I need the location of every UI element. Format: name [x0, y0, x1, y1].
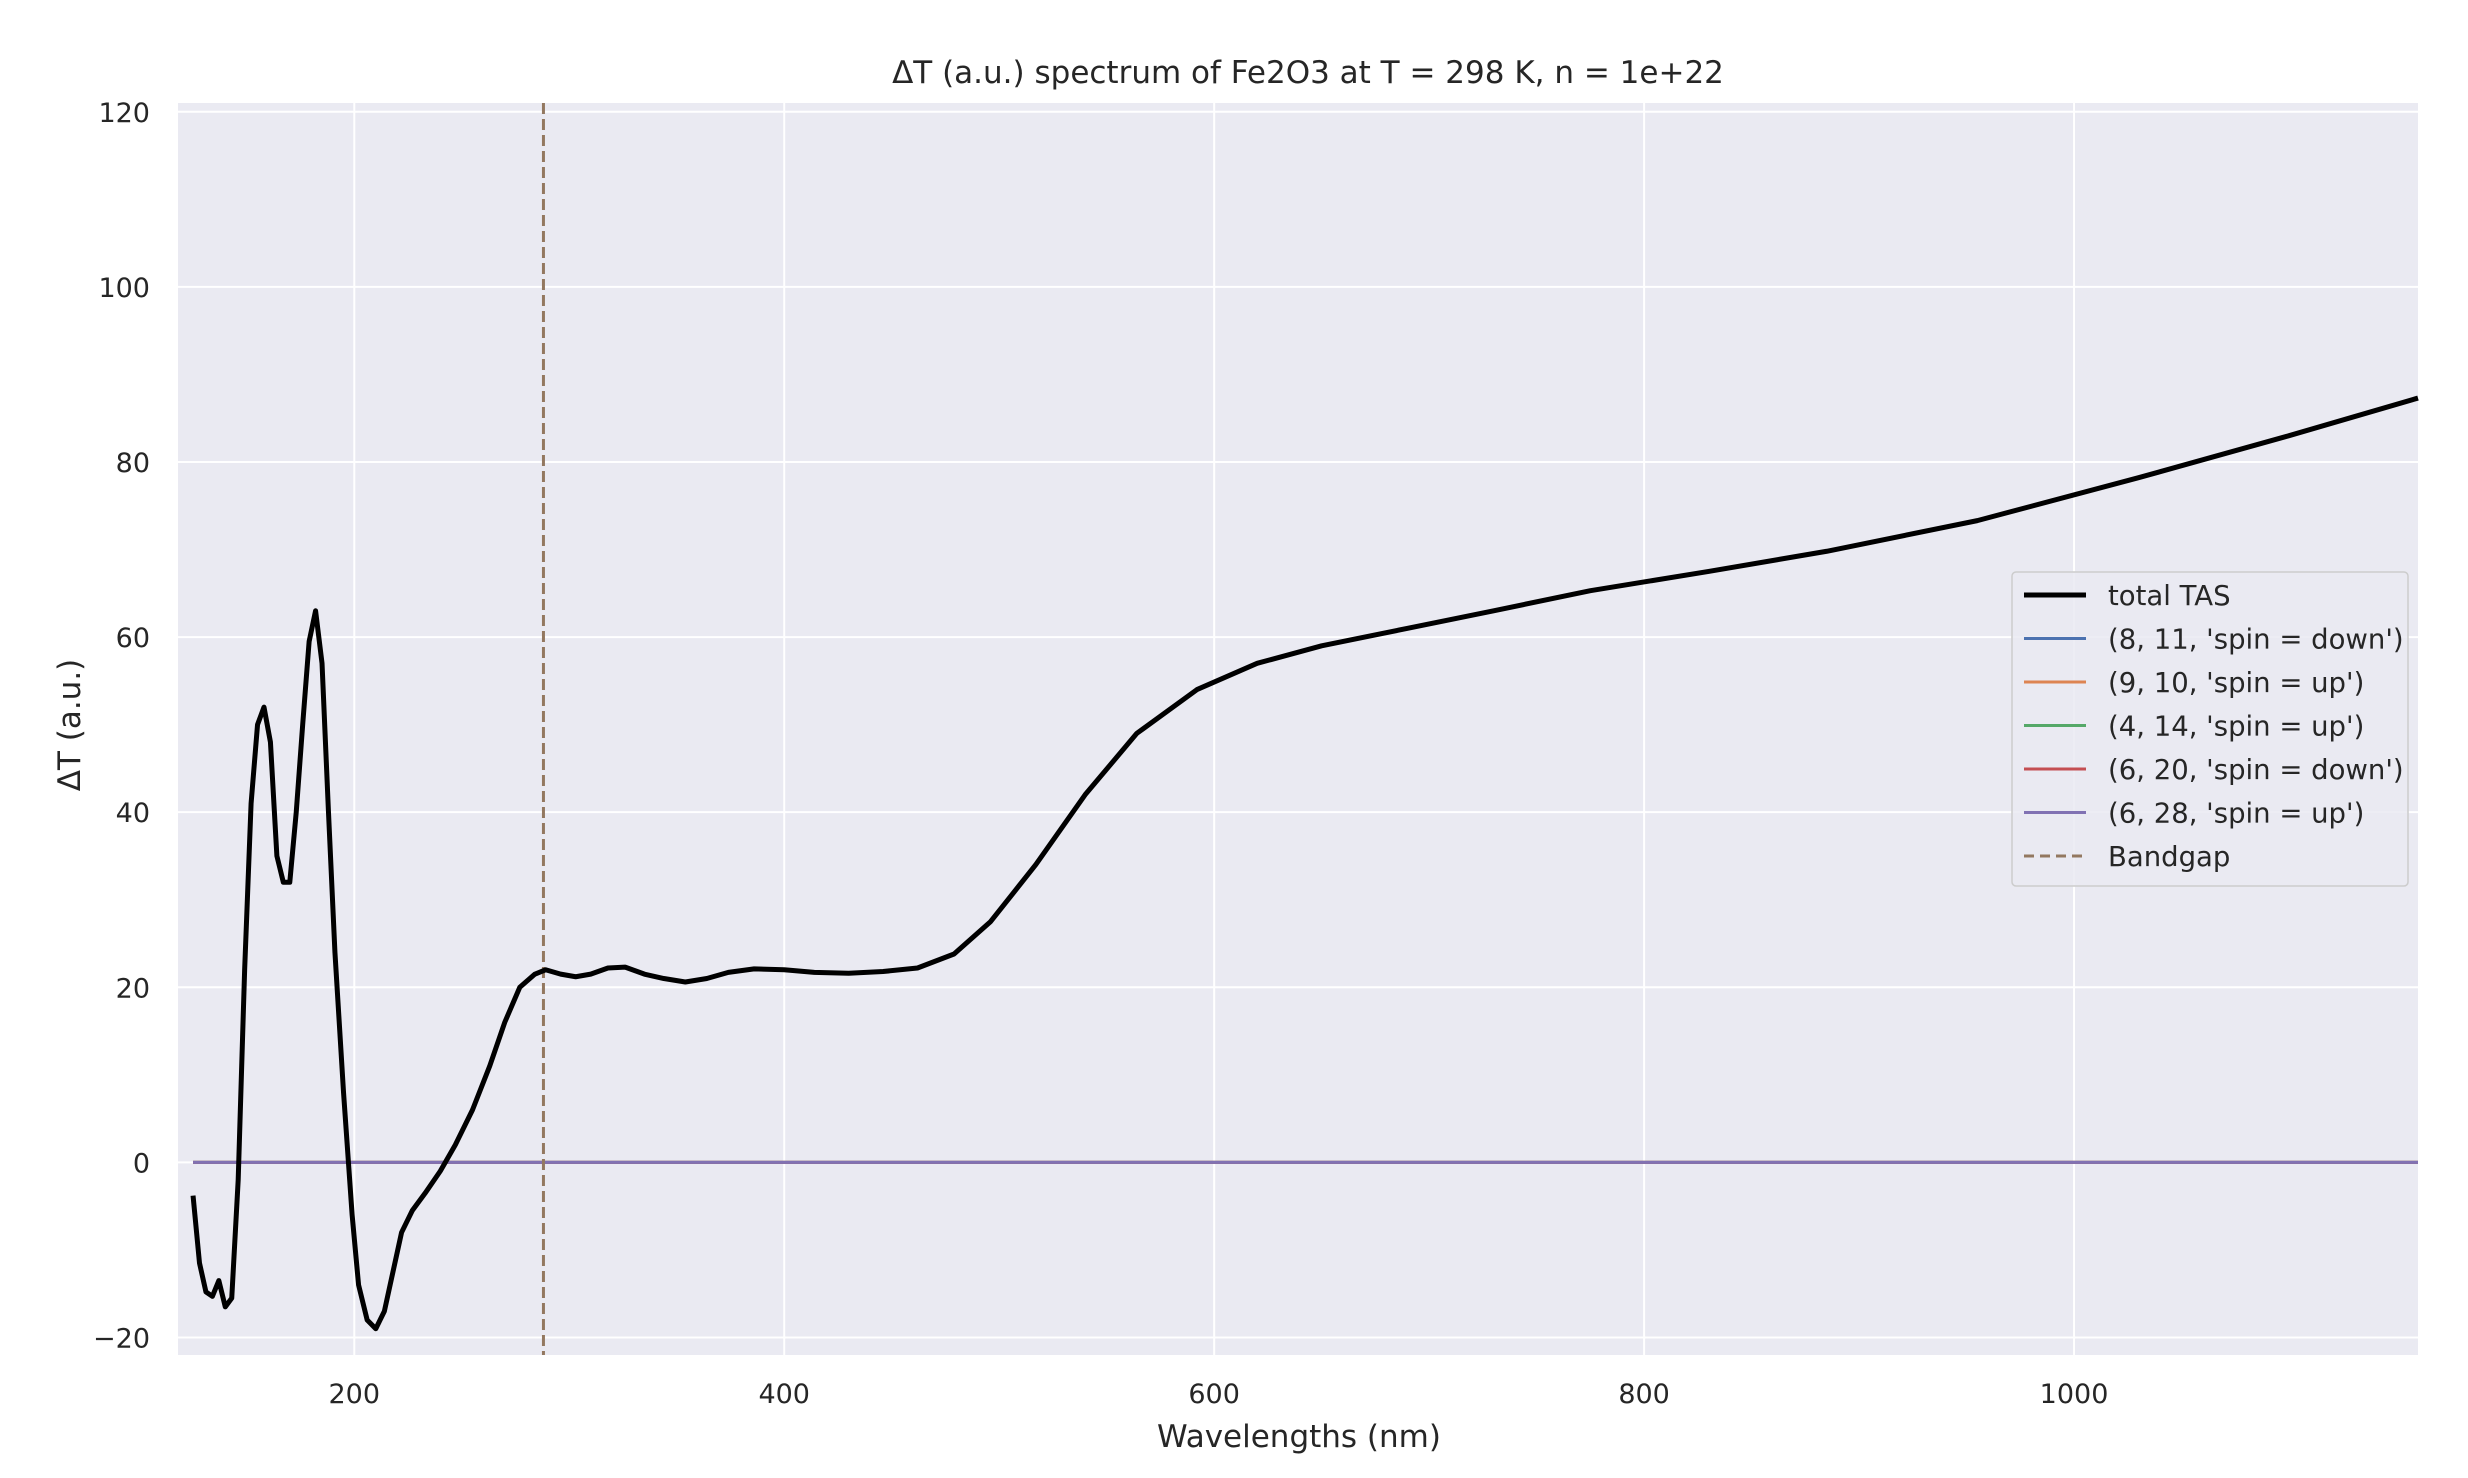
chart-title: ΔT (a.u.) spectrum of Fe2O3 at T = 298 K…	[892, 55, 1724, 91]
total-tas-line	[190, 395, 2419, 1332]
y-tick-label: 60	[116, 623, 150, 654]
y-tick-label: 40	[116, 798, 150, 829]
legend-box	[2011, 571, 2409, 887]
y-tick-label: 0	[133, 1148, 150, 1179]
y-tick-label: 100	[98, 273, 150, 304]
legend-label: (6, 28, 'spin = up')	[2108, 798, 2364, 830]
y-tick-label: 80	[116, 448, 150, 479]
legend-label: total TAS	[2108, 580, 2231, 612]
legend-label: Bandgap	[2108, 841, 2230, 873]
x-axis-label: Wavelengths (nm)	[1157, 1419, 1441, 1455]
legend-label: (9, 10, 'spin = up')	[2108, 667, 2364, 699]
legend: total TAS (8, 11, 'spin = down') (9, 10, '…	[2011, 571, 2409, 887]
x-tick-label: 200	[329, 1379, 381, 1410]
legend-label: (6, 20, 'spin = down')	[2108, 754, 2404, 786]
legend-label: (8, 11, 'spin = down')	[2108, 624, 2404, 656]
x-axis-ticks: 200 400 600 800 1000	[329, 1379, 2109, 1410]
x-tick-label: 1000	[2040, 1379, 2109, 1410]
y-tick-label: 20	[116, 973, 150, 1004]
x-tick-label: 800	[1618, 1379, 1670, 1410]
y-axis-ticks: −20 0 20 40 60 80 100 120	[93, 98, 150, 1355]
legend-label: (4, 14, 'spin = up')	[2108, 711, 2364, 743]
x-tick-label: 600	[1188, 1379, 1240, 1410]
y-tick-label: 120	[98, 98, 150, 129]
x-tick-label: 400	[758, 1379, 810, 1410]
y-tick-label: −20	[93, 1323, 150, 1354]
y-axis-label: ΔT (a.u.)	[52, 659, 88, 792]
